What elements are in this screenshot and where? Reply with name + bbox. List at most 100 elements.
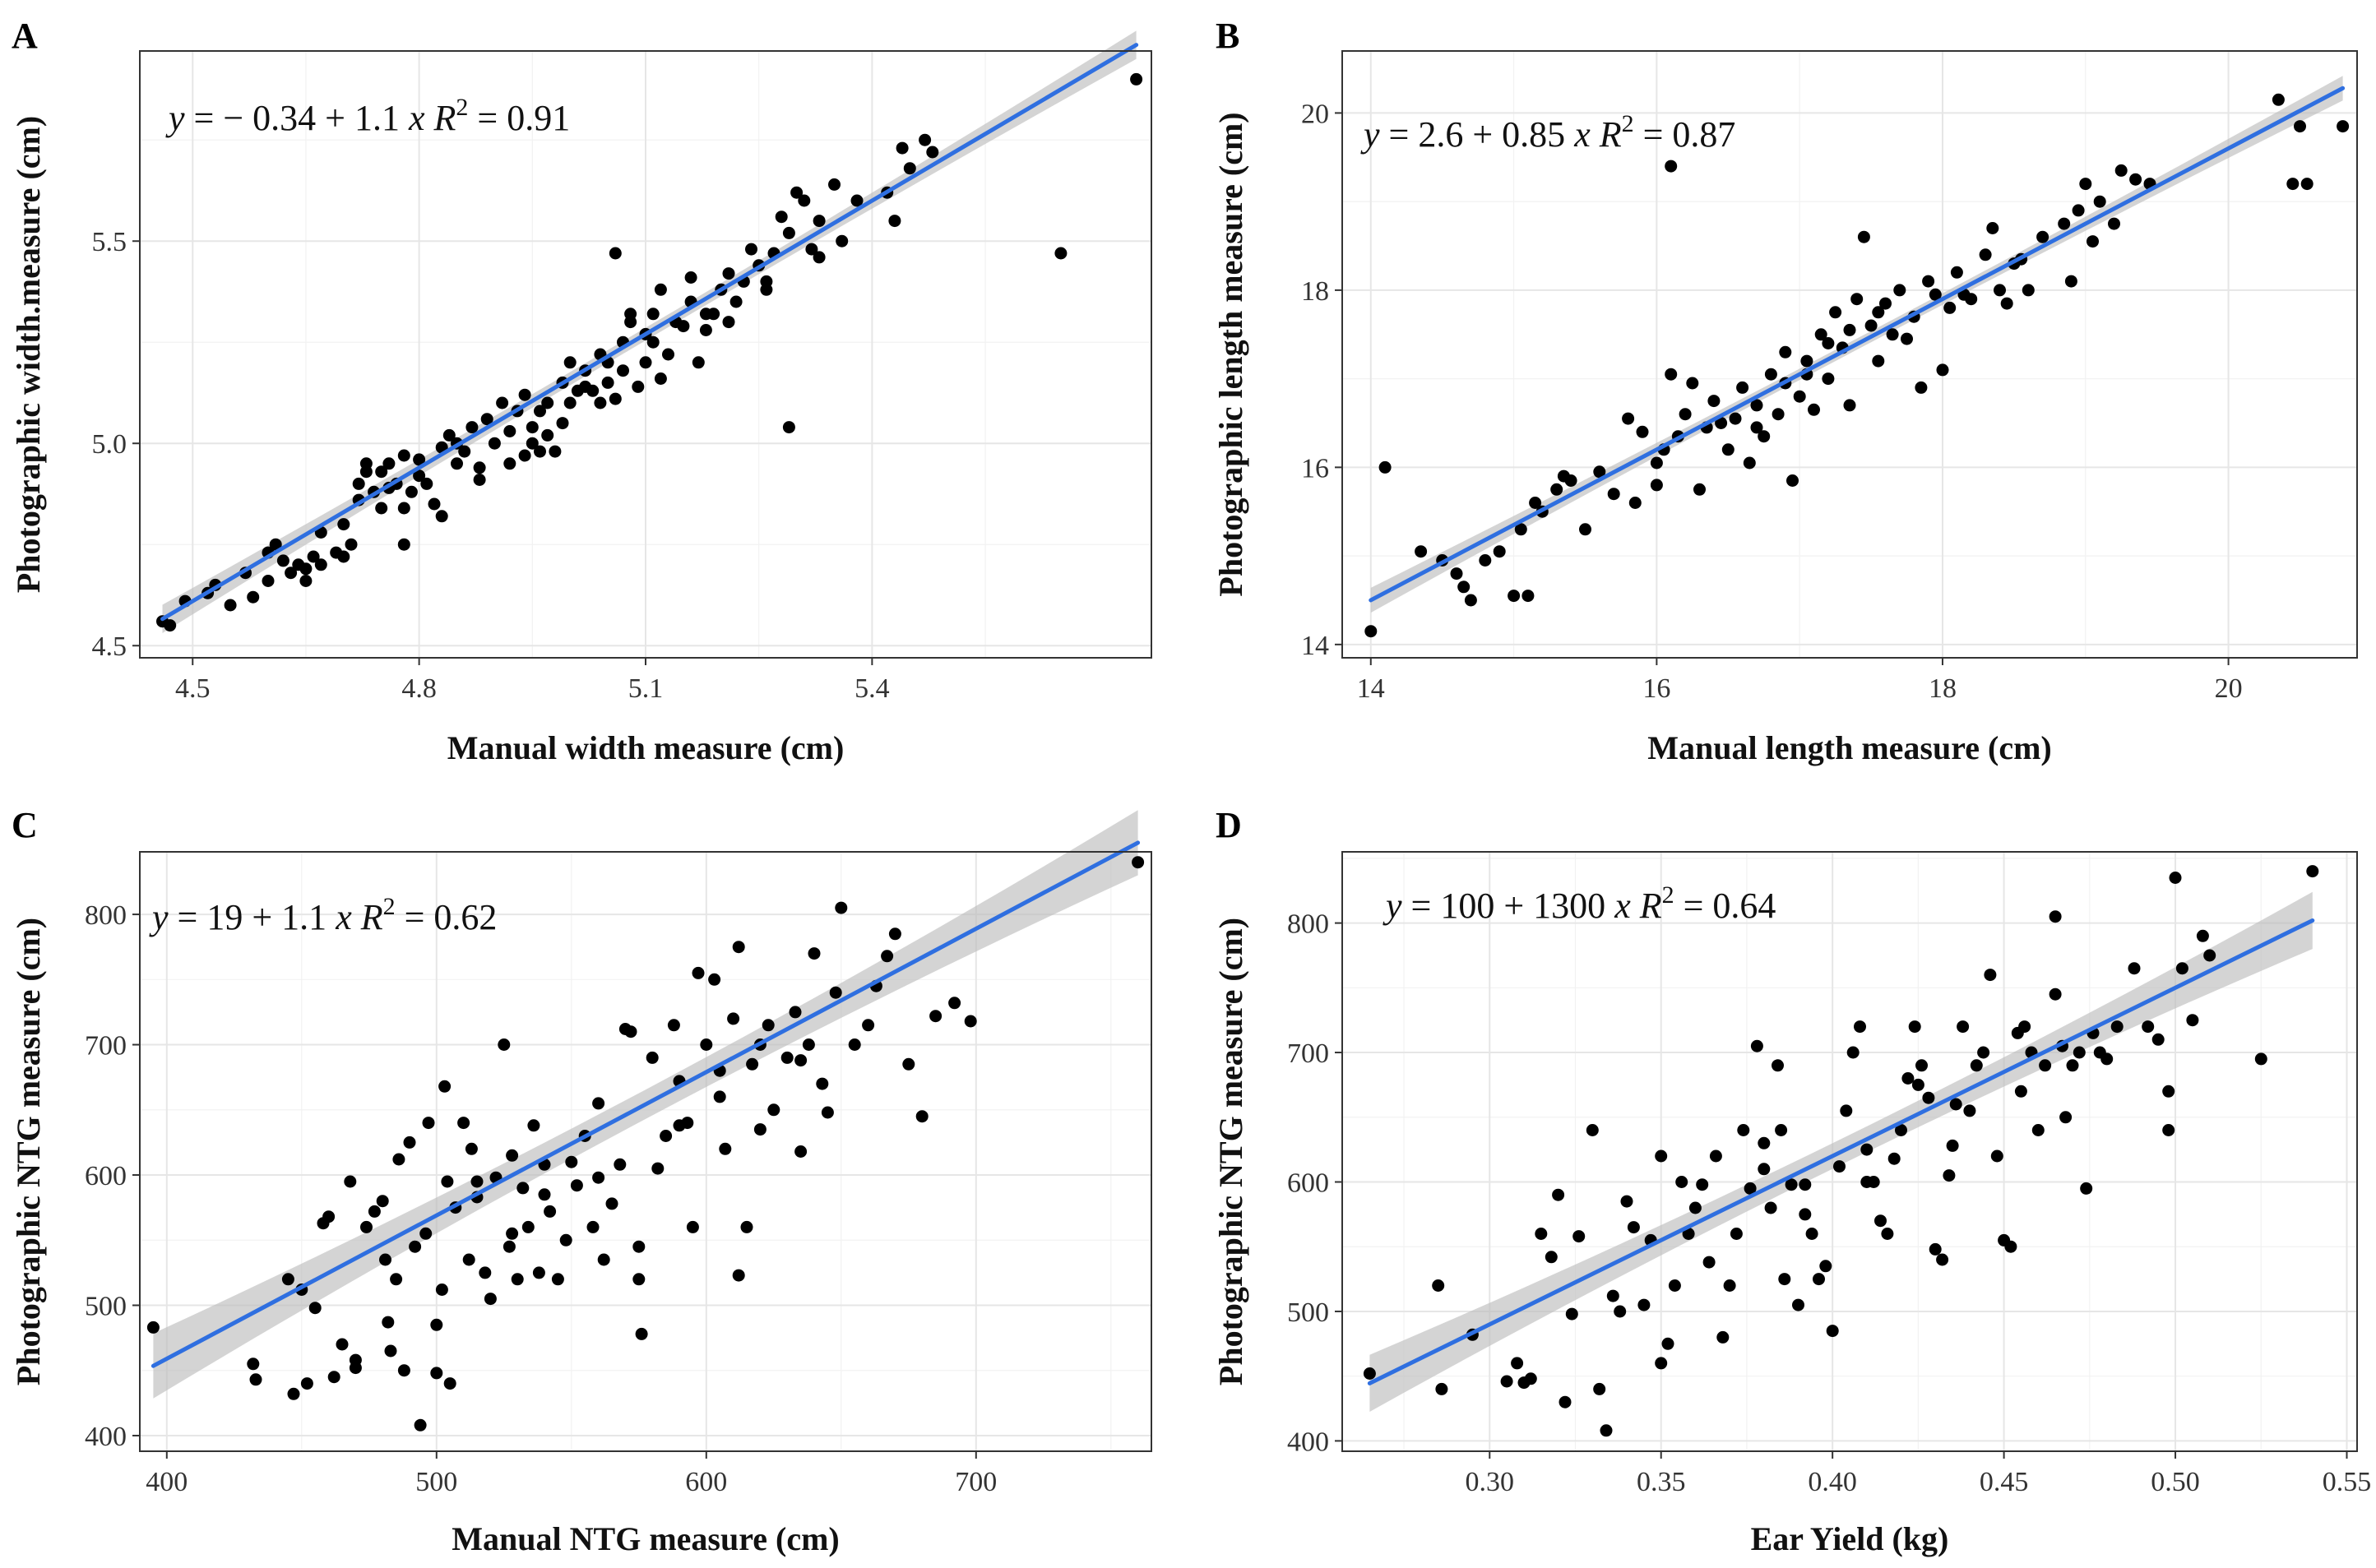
data-point (1579, 523, 1591, 536)
data-point (2162, 1085, 2175, 1098)
data-point (1957, 1020, 1970, 1034)
data-point (1707, 395, 1721, 408)
panel-letter: C (12, 805, 38, 845)
data-point (1843, 399, 1856, 412)
data-point (1946, 1139, 1959, 1152)
data-point (435, 1284, 448, 1296)
data-point (746, 1057, 759, 1071)
data-point (382, 457, 396, 470)
data-point (2186, 1014, 2199, 1027)
data-point (964, 1015, 977, 1028)
data-point (1772, 408, 1785, 421)
plot-background (140, 852, 1151, 1451)
data-point (660, 1130, 673, 1142)
data-point (379, 1253, 391, 1266)
data-point (413, 469, 426, 483)
x-tick-label: 600 (685, 1467, 727, 1497)
data-point (541, 428, 554, 442)
equation-sign: = (1402, 886, 1432, 926)
data-point (430, 1367, 443, 1380)
data-point (835, 901, 848, 914)
equation-tail: = 0.91 (468, 98, 570, 138)
x-tick-label: 4.8 (401, 673, 437, 704)
data-point (1535, 1228, 1548, 1240)
data-point (722, 267, 735, 280)
data-point (1620, 1195, 1633, 1208)
data-point (1808, 403, 1820, 416)
equation-tail: = 0.62 (396, 897, 498, 937)
data-point (337, 518, 350, 531)
data-point (414, 1418, 427, 1432)
data-point (1840, 1104, 1853, 1117)
data-point (1364, 625, 1378, 638)
data-point (1750, 421, 1763, 434)
data-point (1514, 523, 1527, 536)
x-tick-label: 0.50 (2151, 1467, 2200, 1497)
data-point (1675, 1176, 1688, 1188)
data-point (1785, 1178, 1798, 1191)
data-point (1775, 1124, 1788, 1136)
data-point (1970, 1059, 1983, 1072)
data-point (2306, 865, 2319, 878)
data-point (314, 558, 327, 571)
equation-gap (1631, 886, 1640, 926)
data-point (392, 1153, 405, 1166)
x-tick-label: 4.5 (175, 673, 211, 704)
data-point (1457, 580, 1471, 594)
data-point (462, 1253, 475, 1266)
y-tick-label: 5.0 (92, 429, 127, 460)
data-point (1665, 368, 1678, 381)
data-point (534, 405, 546, 418)
data-point (247, 1358, 260, 1371)
data-point (1693, 483, 1706, 496)
data-point (1857, 230, 1870, 243)
data-point (1758, 430, 1771, 443)
data-point (544, 1205, 557, 1218)
data-point (1833, 1160, 1846, 1173)
x-tick-label: 20 (2215, 673, 2243, 704)
data-point (563, 396, 577, 409)
data-point (1750, 399, 1763, 412)
data-point (413, 453, 426, 466)
data-point (2128, 962, 2141, 975)
data-point (1990, 1149, 2003, 1163)
data-point (1622, 412, 1635, 425)
data-point (498, 1038, 511, 1051)
data-point (686, 1220, 699, 1233)
data-point (798, 194, 811, 207)
data-point (1696, 1178, 1709, 1191)
data-point (1743, 456, 1756, 469)
data-point (646, 308, 660, 321)
x-tick-label: 0.35 (1637, 1467, 1686, 1497)
panel-a: 4.5 4.8 5.1 5.4 4.5 5.0 5.5 Manual width measur… (10, 16, 1152, 766)
data-point (828, 178, 841, 191)
data-point (592, 1171, 605, 1184)
data-point (802, 1038, 815, 1051)
data-point (708, 973, 721, 986)
data-point (2114, 164, 2128, 177)
panel-letter: A (12, 16, 38, 56)
data-point (632, 380, 645, 393)
data-point (1709, 1149, 1722, 1163)
y-tick-label: 4.5 (92, 631, 127, 662)
data-point (2064, 275, 2077, 288)
equation-exp: 2 (1622, 110, 1634, 137)
data-point (1435, 1382, 1448, 1395)
data-point (2272, 93, 2285, 106)
data-point (813, 215, 826, 228)
y-tick-label: 700 (85, 1031, 127, 1062)
data-point (896, 141, 909, 155)
data-point (1565, 1307, 1578, 1321)
data-point (1464, 594, 1477, 607)
data-point (511, 1273, 524, 1286)
data-point (2110, 1020, 2124, 1034)
data-point (308, 1302, 322, 1315)
data-point (1500, 1375, 1513, 1388)
data-point (438, 1080, 452, 1093)
data-point (609, 247, 622, 260)
data-point (592, 1097, 605, 1110)
data-point (2018, 1020, 2031, 1034)
y-tick-label: 600 (85, 1161, 127, 1191)
data-point (2014, 1085, 2027, 1098)
data-point (700, 1038, 713, 1051)
